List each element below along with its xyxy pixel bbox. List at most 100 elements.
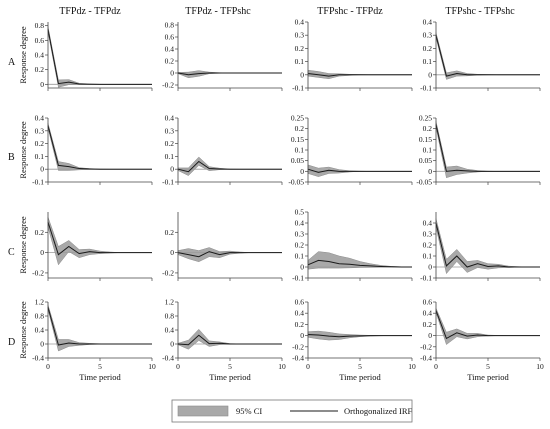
irf-line: [307, 259, 412, 268]
y-tick-label: 0.6: [295, 298, 305, 307]
ci-band: [47, 123, 152, 171]
legend-irf-label: Orthogonalized IRF: [344, 406, 412, 416]
column-title: TFPdz - TFPdz: [59, 6, 121, 17]
x-axis-label: Time period: [339, 372, 381, 382]
irf-line: [435, 222, 540, 268]
y-tick-label: 0.8: [165, 21, 175, 30]
y-tick-label: 0.1: [35, 152, 45, 161]
y-tick-label: 0: [300, 331, 304, 340]
y-tick-label: 0.2: [423, 241, 433, 250]
y-tick-label: 0: [428, 263, 432, 272]
y-tick-label: -0.1: [162, 178, 174, 187]
irf-line: [307, 333, 412, 338]
y-tick-label: 0.4: [423, 219, 433, 228]
y-tick-label: 0.5: [295, 208, 305, 217]
irf-panel: -0.2 0 0.2: [162, 212, 283, 281]
irf-panel: -0.1 0 0.1 0.2 0.3 0.4 Response degree: [18, 114, 153, 187]
row-label: A: [8, 57, 16, 68]
column-title: TFPshc - TFPshc: [445, 6, 515, 17]
y-tick-label: 0: [300, 167, 304, 176]
y-tick-label: 0.25: [419, 114, 432, 123]
y-tick-label: 0.6: [423, 298, 433, 307]
irf-line: [177, 72, 282, 76]
irf-line: [177, 160, 282, 173]
y-tick-label: -0.4: [162, 354, 174, 363]
legend: 95% CI Orthogonalized IRF: [171, 399, 412, 423]
ci-band: [307, 164, 412, 177]
y-tick-label: 0: [40, 80, 44, 89]
irf-line: [435, 35, 540, 77]
x-axis-label: Time period: [209, 372, 251, 382]
y-tick-label: -0.2: [162, 81, 174, 90]
irf-panel: -0.2 0 0.2 Response degree: [18, 212, 153, 281]
y-tick-label: -0.2: [32, 268, 44, 277]
y-tick-label: 0.15: [419, 135, 432, 144]
y-tick-label: -0.2: [292, 342, 304, 351]
row-label: C: [8, 247, 15, 258]
irf-panel: -0.05 0 0.050.1 0.15 0.20.25: [416, 114, 541, 187]
y-tick-label: 0.6: [165, 33, 175, 42]
y-tick-label: -0.4: [420, 354, 432, 363]
ci-band: [435, 121, 540, 179]
y-tick-label: 0.1: [423, 146, 433, 155]
row-labels: A B C D: [8, 57, 16, 348]
y-tick-label: 0.1: [295, 252, 305, 261]
x-tick-label: 5: [228, 362, 232, 371]
y-tick-label: 0.8: [165, 312, 175, 321]
y-tick-label: -0.2: [162, 268, 174, 277]
y-tick-label: 0: [170, 165, 174, 174]
irf-line: [47, 307, 152, 346]
y-tick-label: 0.15: [291, 135, 304, 144]
y-tick-label: -0.1: [420, 274, 432, 283]
column-titles: TFPdz - TFPdz TFPdz - TFPshc TFPshc - TF…: [59, 6, 515, 17]
ci-band: [177, 247, 282, 263]
x-tick-label: 10: [148, 362, 156, 371]
y-tick-label: 0: [170, 248, 174, 257]
x-axis-label: Time period: [467, 372, 509, 382]
irf-line: [47, 125, 152, 170]
y-tick-label: 0: [170, 340, 174, 349]
y-tick-label: -0.1: [292, 274, 304, 283]
ci-band: [47, 216, 152, 266]
ci-band: [435, 308, 540, 345]
y-tick-label: 0.1: [423, 57, 433, 66]
y-tick-label: 0: [40, 165, 44, 174]
y-tick-label: 1.2: [35, 298, 45, 307]
irf-line: [307, 72, 412, 77]
y-axis-label: Response degree: [18, 26, 28, 84]
irf-line: [47, 29, 152, 85]
y-tick-label: 0: [170, 69, 174, 78]
y-tick-label: 0.4: [35, 114, 45, 123]
y-tick-label: -0.4: [292, 354, 304, 363]
y-tick-label: 0: [40, 248, 44, 257]
irf-line: [177, 334, 282, 346]
y-tick-label: 0: [428, 70, 432, 79]
y-tick-label: 0.2: [423, 44, 433, 53]
x-tick-label: 10: [408, 362, 416, 371]
y-tick-label: 0.4: [295, 219, 305, 228]
y-axis-label: Response degree: [18, 301, 28, 359]
y-tick-label: 0.6: [35, 36, 45, 45]
y-tick-label: 0.3: [165, 126, 175, 135]
x-tick-label: 10: [536, 362, 544, 371]
ci-band: [435, 218, 540, 275]
y-tick-label: -0.1: [32, 178, 44, 187]
y-tick-label: 0.3: [423, 230, 433, 239]
y-tick-label: 0.3: [423, 31, 433, 40]
y-axis-label: Response degree: [18, 121, 28, 179]
y-tick-label: 1.2: [165, 298, 175, 307]
ci-band: [47, 26, 152, 88]
y-tick-label: 0.2: [295, 44, 305, 53]
y-tick-label: 0.2: [35, 65, 45, 74]
y-tick-label: 0.8: [35, 312, 45, 321]
irf-panel: -0.1 0 0.1 0.2 0.3 0.4 0.5: [292, 208, 413, 283]
y-tick-label: 0: [428, 167, 432, 176]
y-tick-label: 0: [300, 70, 304, 79]
y-tick-label: 0.2: [165, 228, 175, 237]
irf-panel: -0.4 -0.2 0 0.2 0.4 0.6 0 5 10 Time period: [292, 298, 416, 383]
irf-panel: 0 0.2 0.4 0.6 0.8 Response degree: [18, 21, 153, 91]
y-tick-label: 0.4: [165, 45, 175, 54]
y-tick-label: 0.05: [419, 156, 432, 165]
